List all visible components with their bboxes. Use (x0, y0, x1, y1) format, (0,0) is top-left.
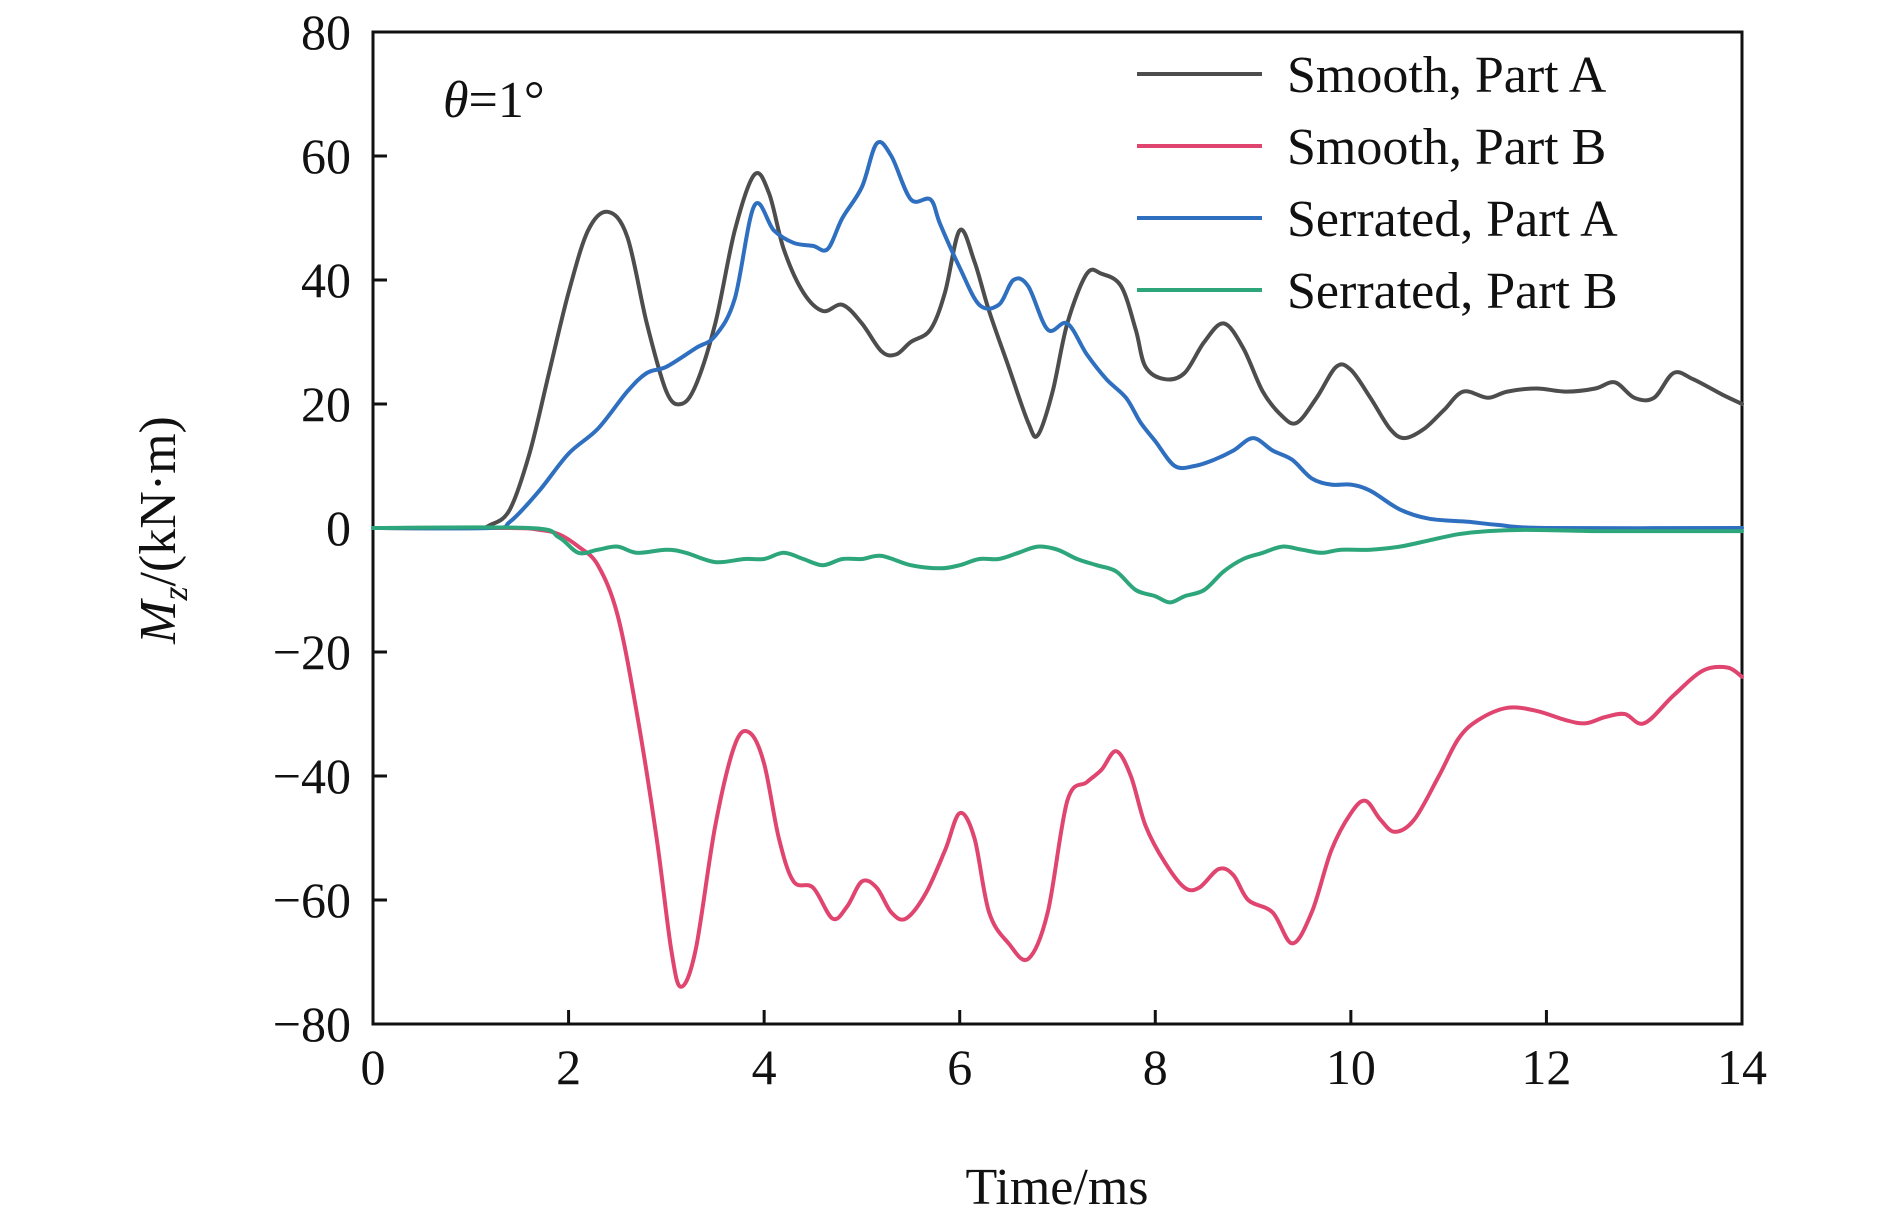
angle-annotation: θ=1° (443, 72, 545, 129)
x-tick-label: 0 (361, 1039, 386, 1095)
y-axis-label-sub: z (155, 587, 195, 602)
y-tick-label: −60 (273, 872, 351, 928)
series-serrated-part-b-line (371, 525, 1744, 605)
x-axis-ticks: 0 2 4 6 8 10 12 14 (361, 1010, 1767, 1095)
y-axis-ticks: 80 60 40 20 0 −20 −40 −60 −80 (273, 4, 387, 1052)
legend-label: Smooth, Part B (1287, 119, 1606, 176)
x-axis-label: Time/ms (965, 1159, 1148, 1216)
series-serrated-part-a-line (371, 140, 1744, 531)
x-tick-label: 6 (947, 1039, 972, 1095)
angle-symbol: θ (443, 72, 469, 129)
legend-label: Smooth, Part A (1287, 47, 1607, 104)
x-tick-label: 4 (752, 1039, 777, 1095)
y-tick-label: 0 (326, 500, 351, 556)
y-tick-label: 20 (301, 376, 351, 432)
y-tick-label: 60 (301, 128, 351, 184)
x-tick-label: 14 (1717, 1039, 1767, 1095)
y-axis-label-main: M (130, 598, 187, 645)
y-axis-label-unit: /(kN·m) (130, 416, 187, 586)
series-smooth-part-b-line (371, 525, 1744, 989)
y-tick-label: −40 (273, 748, 351, 804)
y-axis-label: Mz/(kN·m) (130, 416, 195, 645)
y-tick-label: 40 (301, 252, 351, 308)
series-layer (371, 140, 1744, 989)
x-tick-label: 10 (1326, 1039, 1376, 1095)
legend: Smooth, Part A Smooth, Part B Serrated, Pa… (1137, 47, 1618, 320)
y-tick-label: 80 (301, 4, 351, 60)
x-tick-label: 2 (556, 1039, 581, 1095)
x-tick-label: 8 (1143, 1039, 1168, 1095)
y-tick-label: −20 (273, 624, 351, 680)
legend-label: Serrated, Part B (1287, 263, 1618, 320)
series-smooth-part-a-line (371, 171, 1744, 531)
legend-label: Serrated, Part A (1287, 191, 1618, 248)
x-tick-label: 12 (1521, 1039, 1571, 1095)
angle-value: =1° (469, 72, 545, 129)
y-tick-label: −80 (273, 996, 351, 1052)
